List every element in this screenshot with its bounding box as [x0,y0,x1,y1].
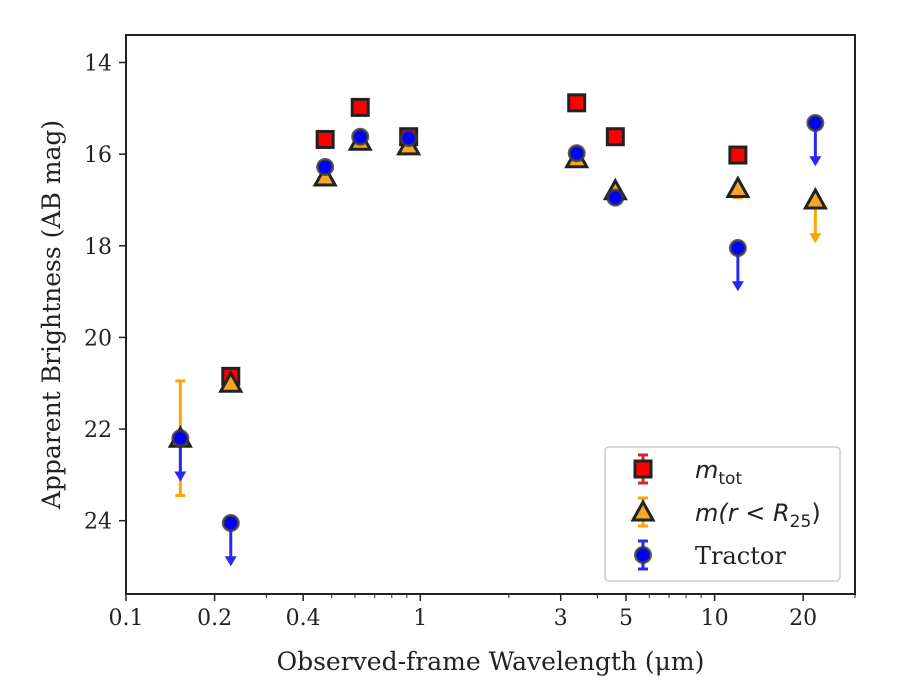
point-square [315,129,335,149]
upper-limit-arrowhead [731,281,744,292]
legend-marker-triangle [630,498,656,522]
point-circle [728,239,747,258]
x-tick-label: 0.4 [286,606,321,631]
upper-limit-arrowhead [174,471,187,482]
point-triangle [218,370,244,393]
markers [167,93,828,532]
point-square [567,93,587,113]
point-circle [399,129,418,148]
point-square [605,127,625,147]
y-tick-label: 18 [84,235,112,260]
y-tick-label: 14 [84,51,112,76]
x-axis-label: Observed-frame Wavelength (μm) [277,647,705,676]
x-tick-label: 1 [413,606,427,631]
point-square [350,97,370,117]
x-tick-label: 3 [554,606,568,631]
y-tick-label: 24 [84,510,112,535]
point-circle [567,144,586,163]
point-circle [171,429,190,448]
y-tick-label: 16 [84,143,112,168]
y-axis: 14 16 18 20 22 24 [84,51,126,535]
point-triangle [802,186,828,210]
legend-entry-2: Tractor [695,542,786,570]
point-triangle [725,175,751,198]
legend-entry-1: m(r < R25) [695,499,821,532]
point-circle [351,127,370,146]
point-circle [221,513,240,532]
x-tick-label: 10 [701,606,729,631]
x-tick-label: 5 [619,606,633,631]
legend-marker-circle [634,546,652,564]
x-tick-label: 20 [789,606,817,631]
point-triangle [312,163,338,187]
legend-entry-base: m [695,456,718,484]
y-axis-label: Apparent Brightness (AB mag) [37,120,66,510]
upper-limit-arrowhead [809,233,822,244]
legend-entry-base: m [695,499,718,527]
x-tick-label: 0.2 [197,606,232,631]
point-square [728,145,748,165]
upper-limit-arrowhead [224,556,237,567]
y-tick-label: 22 [84,418,112,443]
legend-marker-square [633,459,653,479]
point-circle [606,188,625,207]
plot-frame [125,34,856,595]
point-circle [316,157,335,176]
legend-entry-mid: (r < R [718,499,789,527]
x-tick-label: 0.1 [109,606,144,631]
legend-entry-label: Tractor [695,542,786,570]
legend-box [604,446,841,582]
legend-entry-end: ) [811,499,820,527]
legend-entry-0: mtot [695,456,742,489]
point-circle [806,113,825,132]
legend-entry-sub: 25 [790,512,812,532]
y-tick-label: 20 [84,326,112,351]
legend-entry-sub: tot [718,469,742,489]
upper-limit-arrowhead [809,156,822,167]
x-axis: 0.1 0.2 0.4 1 3 5 10 20 [109,594,856,631]
